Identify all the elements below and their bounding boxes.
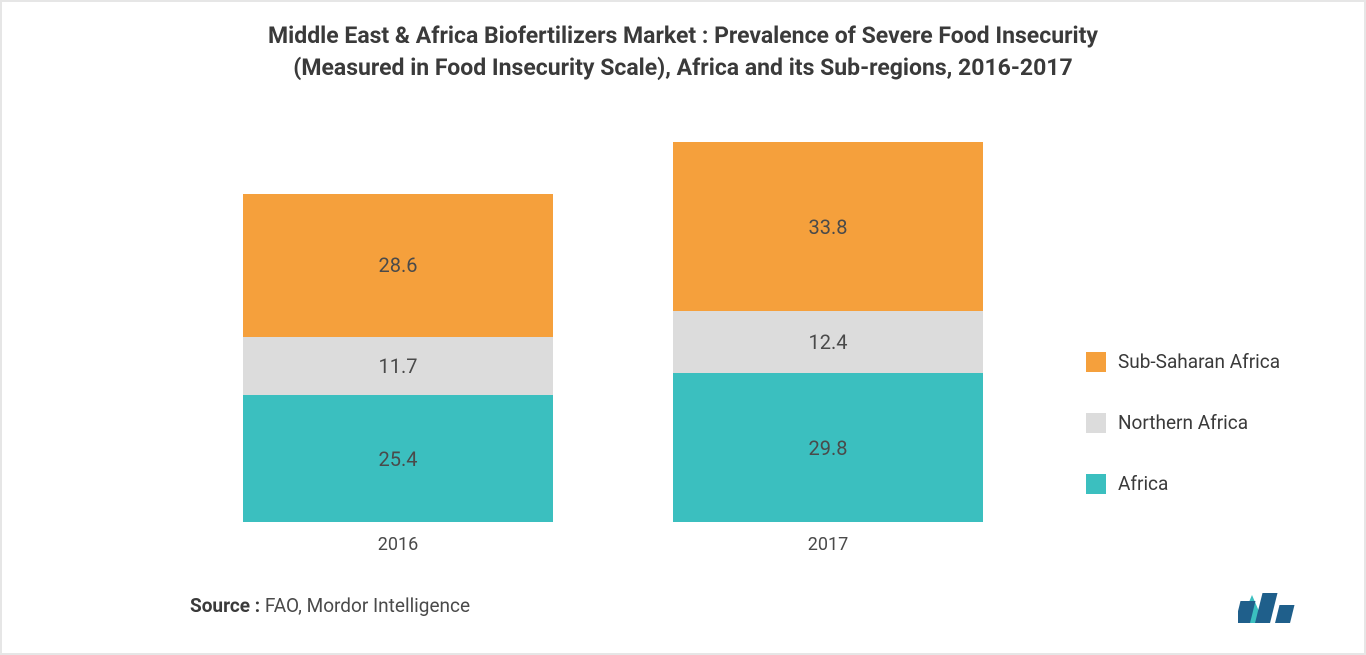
legend-swatch: [1086, 352, 1106, 372]
legend-item-northern-africa: Northern Africa: [1086, 411, 1326, 434]
segment-africa: 29.8: [673, 373, 983, 522]
legend-label: Northern Africa: [1118, 411, 1248, 434]
logo-bars-icon: [1238, 593, 1295, 623]
segment-northern-africa: 12.4: [673, 311, 983, 373]
source-label: Source :: [190, 594, 260, 617]
stacked-bar: 29.812.433.8: [673, 142, 983, 522]
title-line-1: Middle East & Africa Biofertilizers Mark…: [268, 22, 1098, 49]
chart-container: Middle East & Africa Biofertilizers Mark…: [0, 0, 1366, 655]
segment-sub-saharan-africa: 28.6: [243, 194, 553, 337]
title-line-2: (Measured in Food Insecurity Scale), Afr…: [293, 54, 1072, 81]
bar-group-2016: 25.411.728.6 2016: [243, 194, 553, 556]
x-axis-label: 2016: [378, 534, 418, 555]
segment-northern-africa: 11.7: [243, 337, 553, 396]
source-attribution: Source : FAO, Mordor Intelligence: [190, 594, 470, 617]
source-text: FAO, Mordor Intelligence: [265, 594, 470, 617]
legend-label: Africa: [1118, 472, 1168, 495]
segment-sub-saharan-africa: 33.8: [673, 142, 983, 311]
stacked-bar: 25.411.728.6: [243, 194, 553, 523]
segment-africa: 25.4: [243, 395, 553, 522]
legend: Sub-Saharan Africa Northern Africa Africa: [1066, 350, 1326, 555]
legend-swatch: [1086, 474, 1106, 494]
chart-row: 25.411.728.6 2016 29.812.433.8 2017 Sub-Sah…: [40, 104, 1326, 635]
x-axis-label: 2017: [808, 534, 848, 555]
mordor-logo: [1238, 587, 1316, 627]
chart-area: 25.411.728.6 2016 29.812.433.8 2017: [40, 104, 1066, 555]
legend-item-sub-saharan-africa: Sub-Saharan Africa: [1086, 350, 1326, 373]
legend-swatch: [1086, 413, 1106, 433]
chart-title: Middle East & Africa Biofertilizers Mark…: [40, 20, 1326, 84]
legend-item-africa: Africa: [1086, 472, 1326, 495]
legend-label: Sub-Saharan Africa: [1118, 350, 1280, 373]
bar-group-2017: 29.812.433.8 2017: [673, 142, 983, 555]
